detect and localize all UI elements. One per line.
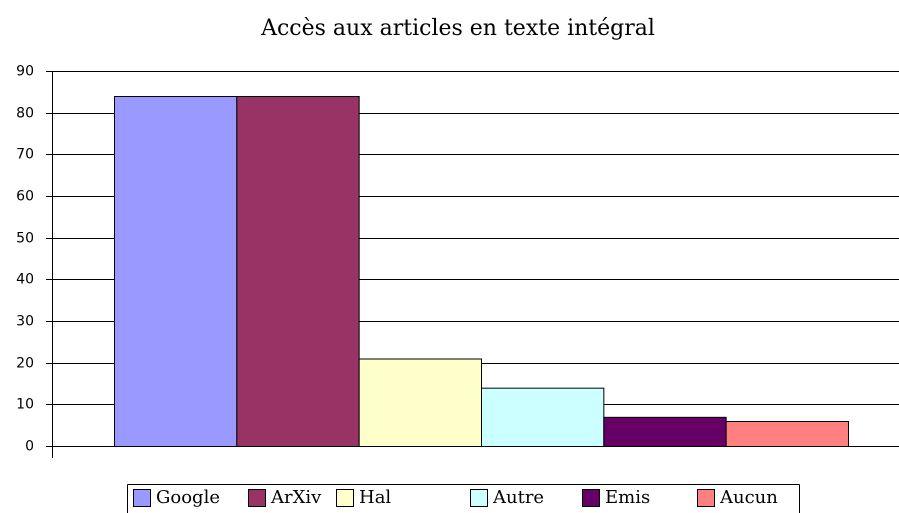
legend-label: Aucun [719, 487, 778, 508]
legend-label: Google [156, 487, 220, 508]
y-tick-label: 20 [16, 356, 34, 372]
bar [481, 387, 605, 447]
legend-label: Hal [359, 487, 391, 508]
legend-swatch [133, 489, 151, 507]
y-tick-label: 30 [16, 314, 34, 330]
y-tick-label: 10 [16, 397, 34, 413]
legend-label: Autre [492, 487, 544, 508]
bar [725, 421, 850, 447]
bar [358, 358, 482, 447]
legend-swatch [697, 489, 715, 507]
bar [603, 416, 727, 448]
y-tick-label: 80 [16, 106, 34, 122]
bar [114, 96, 238, 447]
y-tick-label: 60 [16, 189, 34, 205]
y-tick-label: 40 [16, 272, 34, 288]
bar [236, 96, 360, 447]
legend-swatch [582, 489, 600, 507]
y-tick-label: 0 [25, 439, 34, 455]
legend-swatch [248, 489, 266, 507]
legend-label: Emis [605, 487, 650, 508]
y-tick-label: 70 [16, 147, 34, 163]
legend-label: ArXiv [270, 487, 322, 508]
y-tick-label: 50 [16, 231, 34, 247]
legend-swatch [336, 489, 354, 507]
chart-title: Accès aux articles en texte intégral [260, 16, 655, 41]
y-tick-label: 90 [16, 64, 34, 80]
legend-swatch [470, 489, 488, 507]
